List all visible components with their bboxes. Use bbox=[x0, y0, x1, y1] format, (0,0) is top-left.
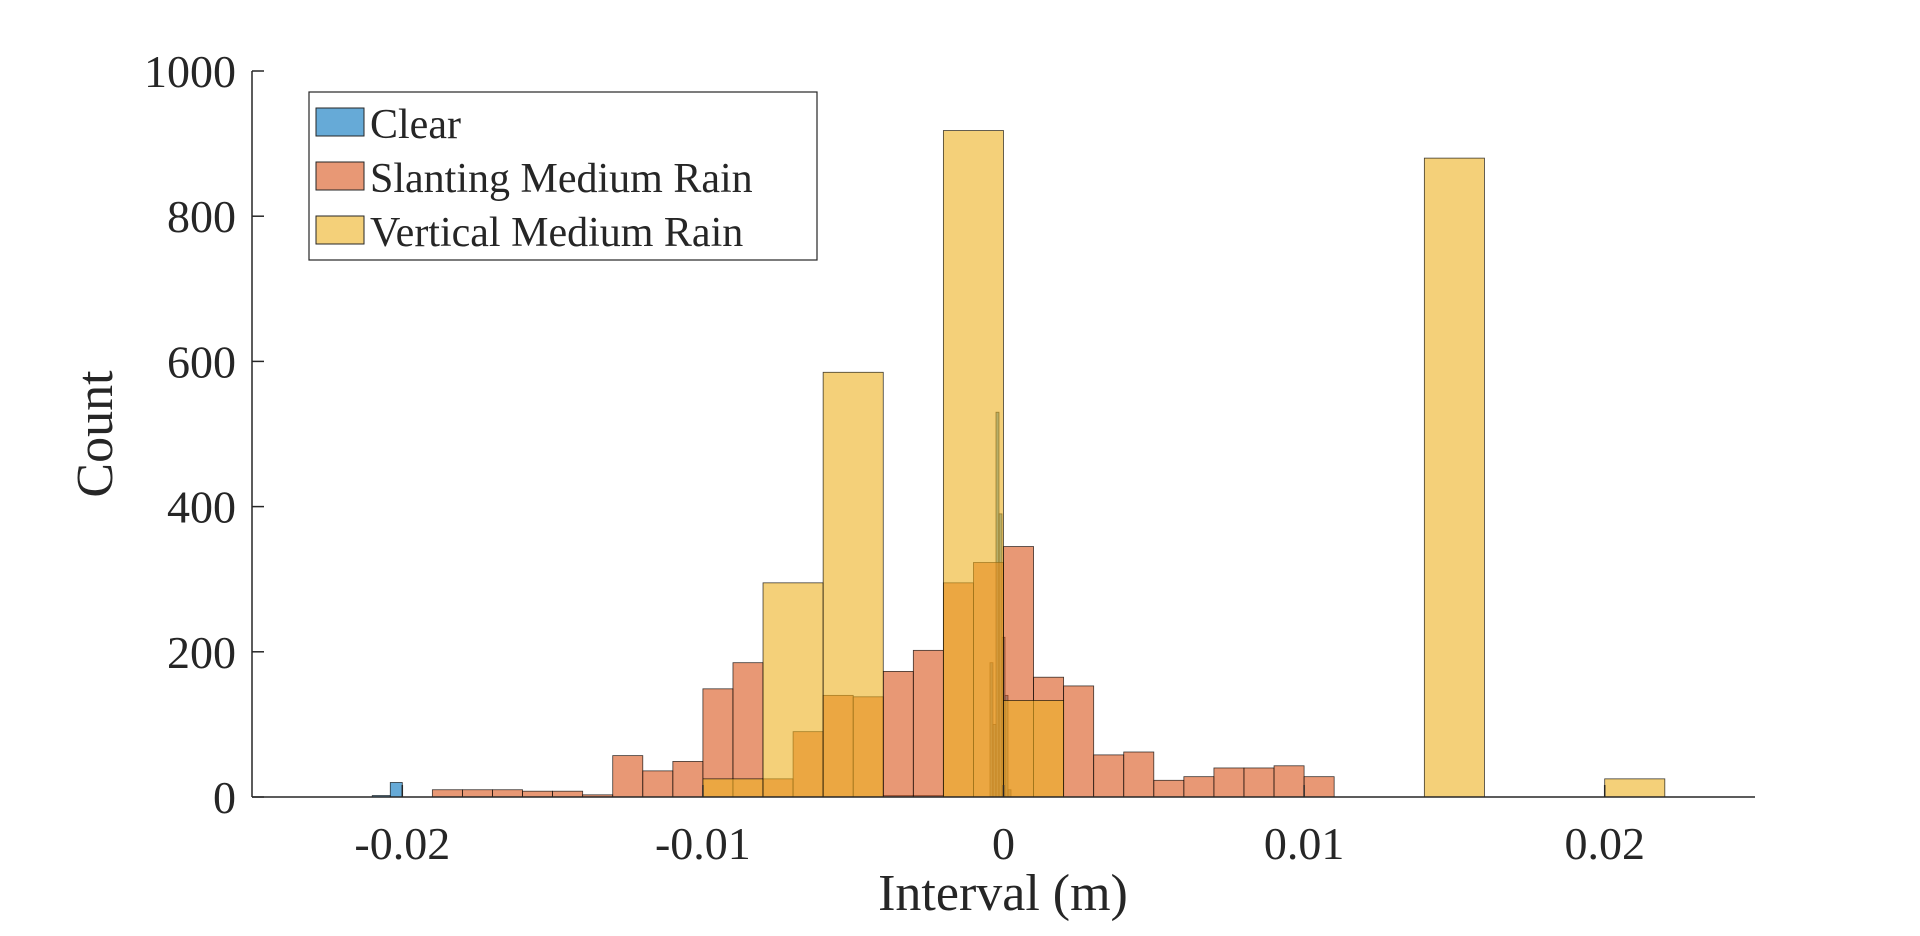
bar-slanting-medium-rain bbox=[1153, 779, 1185, 798]
bar-vertical-medium-rain bbox=[1604, 778, 1666, 798]
bar-slanting-medium-rain bbox=[1063, 685, 1095, 798]
bar-vertical-medium-rain bbox=[1003, 700, 1065, 798]
bar-vertical-medium-rain bbox=[702, 778, 764, 798]
x-tick-label: -0.02 bbox=[354, 818, 450, 869]
bar-slanting-medium-rain bbox=[612, 755, 644, 798]
tick-marks: -0.02 -0.01 0 0.01 0.02 0 200 400 600 800 1000 bbox=[144, 46, 1645, 869]
bar-slanting-medium-rain bbox=[552, 790, 584, 798]
legend: Clear Slanting Medium Rain Vertical Medi… bbox=[308, 91, 818, 261]
bar-slanting-medium-rain bbox=[642, 770, 674, 798]
legend-label-clear: Clear bbox=[370, 102, 461, 148]
bar-slanting-medium-rain bbox=[1183, 776, 1215, 798]
x-axis-label: Interval (m) bbox=[878, 865, 1128, 922]
y-tick-label: 800 bbox=[167, 191, 236, 242]
bar-slanting-medium-rain bbox=[1243, 767, 1275, 798]
legend-label-slanting-medium-rain: Slanting Medium Rain bbox=[370, 156, 753, 202]
bar-slanting-medium-rain bbox=[1123, 751, 1155, 798]
y-tick-label: 400 bbox=[167, 482, 236, 533]
bar-slanting-medium-rain bbox=[732, 662, 764, 798]
bar-vertical-medium-rain bbox=[1423, 157, 1485, 798]
legend-box bbox=[308, 91, 818, 261]
bar-clear bbox=[389, 782, 403, 798]
bar-slanting-medium-rain bbox=[1303, 776, 1335, 798]
bar-slanting-medium-rain bbox=[522, 790, 553, 798]
bar-vertical-medium-rain bbox=[762, 582, 824, 798]
y-tick-label: 1000 bbox=[144, 46, 236, 97]
legend-swatch-vertical-medium-rain bbox=[315, 215, 365, 245]
legend-swatch-clear bbox=[315, 107, 365, 137]
y-tick-label: 200 bbox=[167, 627, 236, 678]
x-tick-label: 0 bbox=[992, 818, 1015, 869]
bar-vertical-medium-rain bbox=[942, 130, 1004, 798]
x-tick-label: 0.01 bbox=[1264, 818, 1345, 869]
y-tick-label: 600 bbox=[167, 336, 236, 387]
bar-slanting-medium-rain bbox=[1093, 754, 1125, 798]
legend-label-vertical-medium-rain: Vertical Medium Rain bbox=[370, 210, 743, 256]
bar-slanting-medium-rain bbox=[882, 671, 914, 798]
histogram-bars bbox=[371, 130, 1666, 798]
bar-slanting-medium-rain bbox=[431, 789, 463, 798]
bar-slanting-medium-rain bbox=[462, 789, 493, 798]
bar-slanting-medium-rain bbox=[492, 789, 523, 798]
x-tick-label: -0.01 bbox=[655, 818, 751, 869]
bar-vertical-medium-rain bbox=[822, 371, 884, 798]
y-axis-label: Count bbox=[67, 370, 124, 498]
x-tick-label: 0.02 bbox=[1564, 818, 1645, 869]
bar-slanting-medium-rain bbox=[1273, 765, 1305, 798]
bar-slanting-medium-rain bbox=[1213, 767, 1245, 798]
series-vertical-medium-rain bbox=[702, 130, 1666, 798]
bar-slanting-medium-rain bbox=[672, 761, 704, 798]
legend-swatch-slanting-medium-rain bbox=[315, 161, 365, 191]
y-tick-label: 0 bbox=[213, 772, 236, 823]
bar-slanting-medium-rain bbox=[912, 649, 944, 798]
